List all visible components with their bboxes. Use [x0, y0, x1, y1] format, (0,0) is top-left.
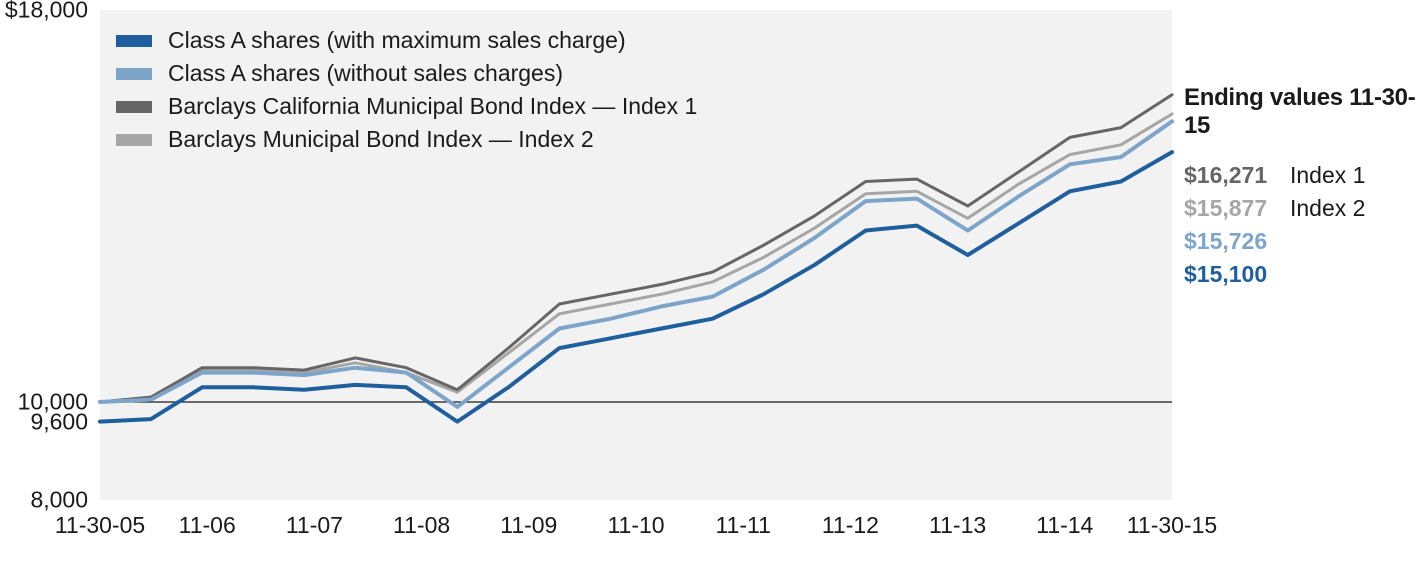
ending-value-row: $16,271 Index 1 [1184, 162, 1419, 195]
legend-label: Barclays California Municipal Bond Index… [168, 90, 697, 123]
legend-swatch [116, 68, 152, 80]
x-axis-tick-label: 11-06 [179, 512, 236, 539]
x-axis-tick-label: 11-30-15 [1127, 512, 1217, 539]
x-axis-tick-label: 11-30-05 [55, 512, 145, 539]
y-axis-tick-label: 9,600 [30, 408, 94, 435]
ending-value-row: $15,100 [1184, 261, 1419, 294]
x-axis-tick-label: 11-11 [715, 512, 770, 539]
legend-label: Class A shares (without sales charges) [168, 57, 563, 90]
chart-legend: Class A shares (with maximum sales charg… [116, 24, 697, 156]
legend-item: Barclays California Municipal Bond Index… [116, 90, 697, 123]
x-axis-tick-label: 11-10 [607, 512, 664, 539]
x-axis-tick-label: 11-08 [393, 512, 450, 539]
ending-value-amount: $15,100 [1184, 261, 1270, 288]
ending-values-block: Ending values 11-30-15 $16,271 Index 1 $15… [1184, 84, 1419, 294]
legend-swatch [116, 35, 152, 47]
legend-label: Barclays Municipal Bond Index — Index 2 [168, 123, 594, 156]
y-axis-tick-label: $18,000 [5, 0, 94, 24]
legend-item: Barclays Municipal Bond Index — Index 2 [116, 123, 697, 156]
ending-value-row: $15,877 Index 2 [1184, 195, 1419, 228]
x-axis-tick-label: 11-09 [500, 512, 557, 539]
growth-chart: Class A shares (with maximum sales charg… [0, 0, 1419, 564]
x-axis-tick-label: 11-14 [1036, 512, 1093, 539]
ending-value-amount: $15,726 [1184, 228, 1270, 255]
ending-values-title: Ending values 11-30-15 [1184, 84, 1419, 140]
ending-value-amount: $15,877 [1184, 195, 1270, 222]
x-axis-tick-label: 11-07 [286, 512, 343, 539]
legend-label: Class A shares (with maximum sales charg… [168, 24, 626, 57]
ending-value-label: Index 1 [1290, 162, 1365, 189]
legend-swatch [116, 101, 152, 113]
legend-item: Class A shares (with maximum sales charg… [116, 24, 697, 57]
ending-value-amount: $16,271 [1184, 162, 1270, 189]
x-axis-tick-label: 11-13 [929, 512, 986, 539]
ending-value-row: $15,726 [1184, 228, 1419, 261]
ending-value-label: Index 2 [1290, 195, 1365, 222]
legend-swatch [116, 134, 152, 146]
legend-item: Class A shares (without sales charges) [116, 57, 697, 90]
x-axis-tick-label: 11-12 [822, 512, 879, 539]
y-axis-tick-label: 8,000 [30, 487, 94, 514]
